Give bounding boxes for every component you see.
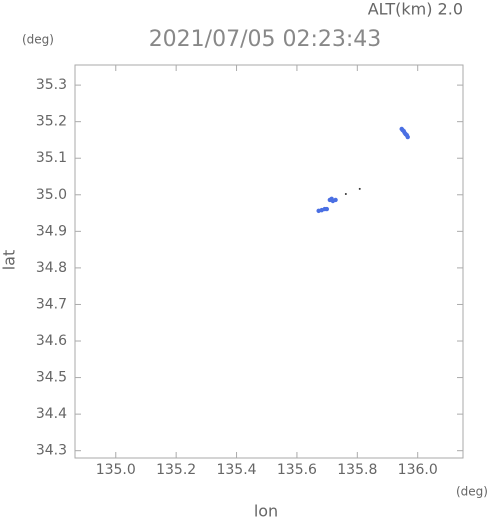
y-label: lat [0, 250, 19, 271]
plot-frame [74, 64, 464, 459]
y-tick-label: 35.2 [36, 114, 67, 130]
y-tick-label: 34.3 [36, 443, 67, 459]
chart-title: 2021/07/05 02:23:43 [149, 27, 382, 52]
x-label: lon [254, 502, 278, 521]
x-tick-label: 135.4 [216, 462, 256, 478]
point [358, 187, 361, 190]
x-tick-label: 135.8 [337, 462, 377, 478]
point [400, 127, 405, 133]
y-tick-label: 34.5 [36, 370, 67, 386]
point [403, 131, 408, 137]
x-unit: (deg) [456, 485, 488, 499]
point [333, 197, 338, 203]
y-tick-label: 35.3 [36, 77, 67, 93]
x-tick-label: 136.0 [398, 462, 438, 478]
x-tick-label: 135.2 [156, 462, 196, 478]
point [344, 193, 347, 196]
y-tick-label: 35.0 [36, 187, 67, 203]
y-tick-label: 34.9 [36, 223, 67, 239]
y-tick-label: 34.6 [36, 333, 67, 349]
point [329, 196, 334, 202]
y-tick-label: 34.4 [36, 406, 67, 422]
y-tick-label: 34.7 [36, 296, 67, 312]
y-tick-label: 35.1 [36, 150, 67, 166]
y-tick-label: 34.8 [36, 260, 67, 276]
x-tick-label: 135.6 [277, 462, 317, 478]
subtitle: ALT(km) 2.0 [368, 0, 463, 19]
y-unit: (deg) [22, 33, 54, 47]
point [324, 206, 330, 212]
x-tick-label: 135.0 [96, 462, 136, 478]
